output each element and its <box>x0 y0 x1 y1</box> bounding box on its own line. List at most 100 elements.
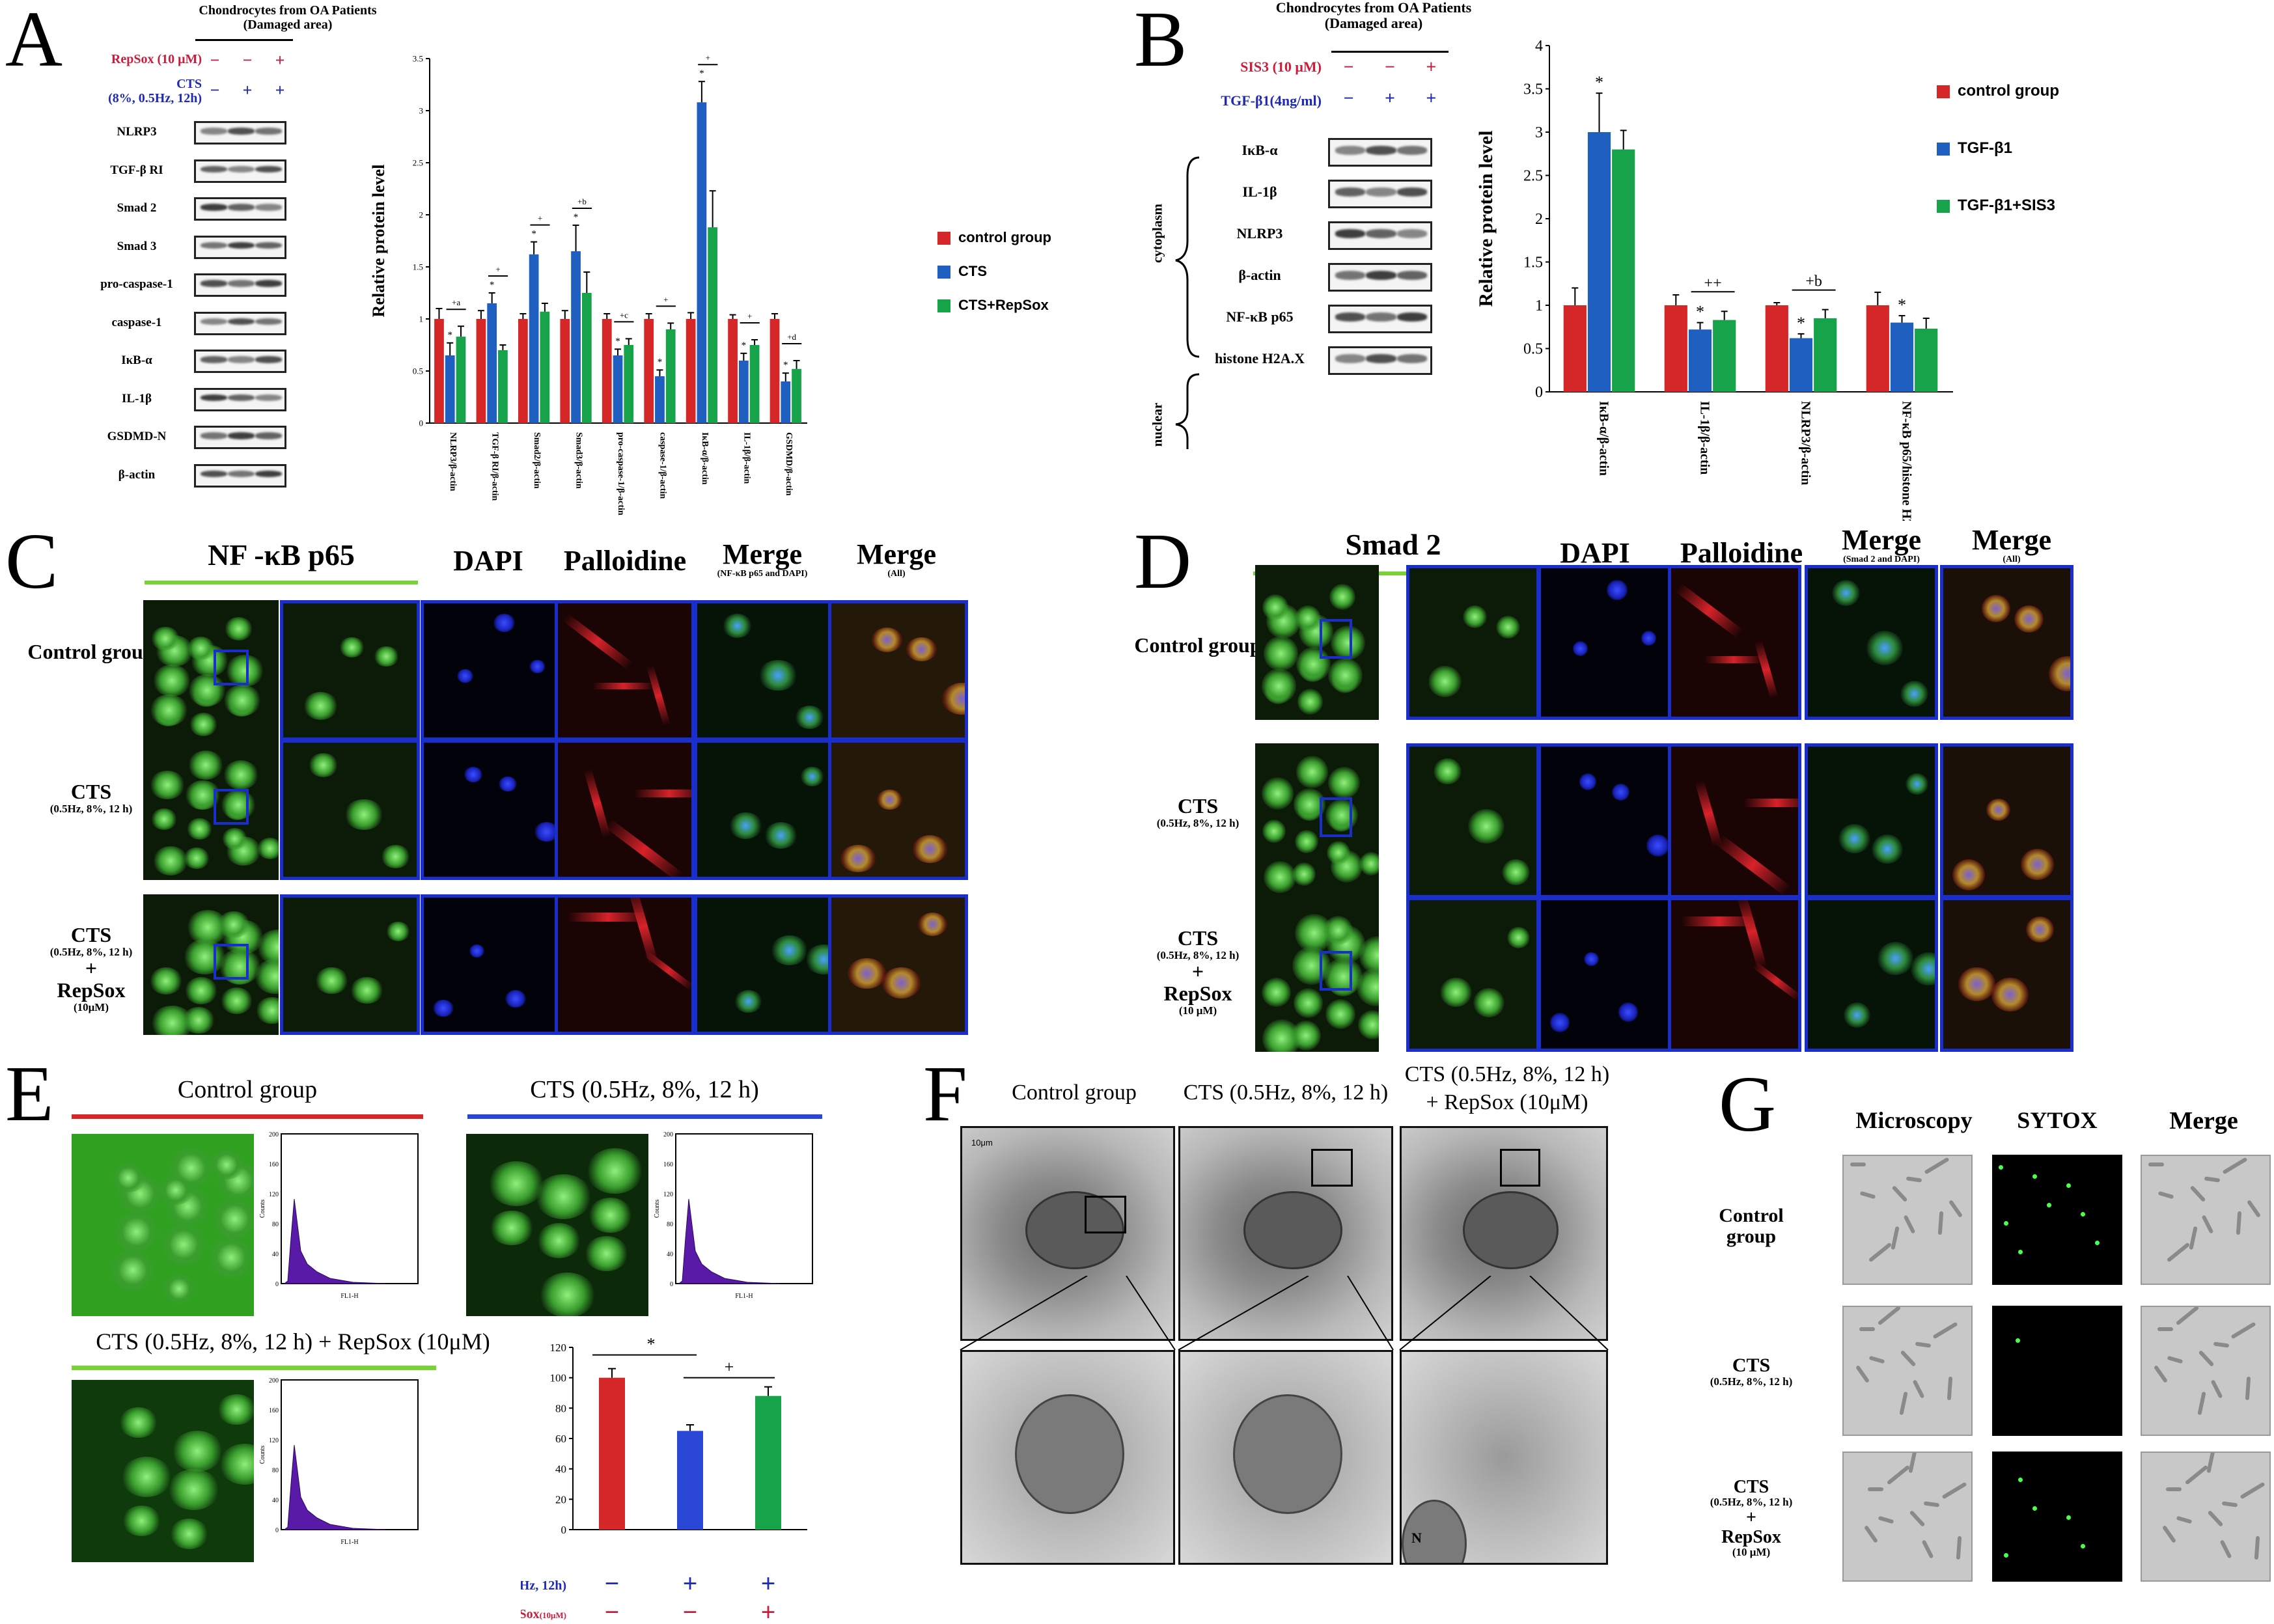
y-tick-label: 2 <box>419 210 424 219</box>
histogram-tick: 120 <box>269 1191 279 1198</box>
cell-streak <box>1899 1391 1909 1416</box>
cell-streak <box>1903 1215 1916 1234</box>
all-channel-image <box>828 894 968 1035</box>
cell-blob <box>257 838 279 860</box>
blot-band <box>1366 187 1396 197</box>
blot-label: caspase-1 <box>111 315 162 329</box>
cell-blob <box>186 637 215 661</box>
cell-blob <box>385 922 410 941</box>
cell-blob <box>537 1223 581 1258</box>
merge-blob <box>1900 681 1929 708</box>
cell-blob <box>488 1161 545 1207</box>
all-channel-image <box>1940 897 2073 1052</box>
cell-blob <box>586 1148 643 1194</box>
fluorescence-image <box>466 1134 648 1316</box>
significance-star: * <box>647 1335 656 1354</box>
fiber-blob <box>568 912 648 922</box>
cell-streak <box>1909 1509 1926 1528</box>
cell-streak <box>2210 1379 2223 1399</box>
fiber-blob <box>603 818 684 877</box>
nucleus-blob <box>1646 834 1668 857</box>
bar <box>1915 328 1938 392</box>
bar <box>677 1431 703 1530</box>
significance-star: * <box>699 68 704 79</box>
merge-all-blob <box>881 967 921 998</box>
sytox-image <box>1992 1306 2122 1436</box>
repsox-sign: + <box>761 1597 776 1621</box>
merge-blob <box>1878 941 1913 975</box>
cell-blob <box>1325 799 1358 832</box>
blue-rule <box>467 1114 822 1119</box>
category-label: IL-1β/β-actin <box>742 432 751 484</box>
cell-blob <box>1428 666 1462 697</box>
significance-mark: + <box>663 294 668 304</box>
y-tick-label: 100 <box>550 1372 567 1384</box>
blot-image <box>194 387 286 411</box>
blot-band <box>200 318 227 325</box>
bar <box>624 345 634 423</box>
blot-band <box>1397 271 1428 280</box>
legend-swatch <box>937 299 950 313</box>
cell-blob <box>1264 636 1299 671</box>
cell-blob <box>187 674 226 706</box>
c-row3-label: CTS (0.5Hz, 8%, 12 h) + RepSox (10μM) <box>49 923 133 1013</box>
histogram-tick: 160 <box>269 1161 279 1168</box>
panel-a-header: Chondrocytes from OA Patients (Damaged a… <box>199 3 377 32</box>
merge-blob <box>764 821 797 849</box>
cell-blob <box>206 1237 254 1278</box>
repsox-label: RepSox(10μM) <box>521 1607 566 1621</box>
cell-blob <box>1462 605 1487 628</box>
legend-swatch <box>1937 142 1950 156</box>
red-rule <box>72 1114 423 1119</box>
merge-blob <box>722 614 753 638</box>
cts-sign: + <box>683 1569 698 1598</box>
cell-blob <box>150 967 183 995</box>
cell-blob <box>1262 819 1286 843</box>
merge-blob <box>770 935 809 965</box>
cell-blob <box>1292 862 1316 887</box>
header-rule <box>1331 51 1449 53</box>
significance-mark: + <box>725 1358 734 1377</box>
bar <box>1563 305 1587 392</box>
significance-star: * <box>447 330 452 340</box>
blot-label: NLRP3 <box>117 125 157 139</box>
fiber-blob <box>1743 798 1798 808</box>
cell-streak <box>2167 1242 2191 1263</box>
zoom-line <box>1347 1276 1394 1351</box>
y-tick-label: 80 <box>555 1402 566 1414</box>
bar <box>697 102 707 423</box>
significance-star: * <box>531 229 536 240</box>
blot-label: GSDMD-N <box>107 430 167 443</box>
merge-image <box>2141 1155 2271 1285</box>
merge-blob <box>729 812 763 840</box>
bar <box>792 368 801 423</box>
nucleus-blob <box>1641 630 1657 646</box>
merge-all-blob <box>876 790 902 810</box>
cell-blob <box>225 655 264 687</box>
cell-blob <box>1261 668 1296 704</box>
g-row2-label: CTS (0.5Hz, 8%, 12 h) <box>1710 1355 1793 1388</box>
overview-image <box>1255 743 1379 898</box>
cell-blob <box>151 627 180 651</box>
bar <box>708 227 718 423</box>
cell-streak <box>1923 1157 1950 1175</box>
cell-blob <box>1507 927 1531 948</box>
cell-blob <box>339 637 365 657</box>
blot-image <box>194 159 286 183</box>
tem-detail <box>1400 1350 1608 1565</box>
blot-band <box>200 241 227 249</box>
significance-mark: + <box>538 213 542 223</box>
all-channel-image <box>1940 743 2073 898</box>
cell-blob <box>189 712 218 737</box>
cell-blob <box>219 1444 254 1485</box>
blot-image <box>1328 138 1432 167</box>
green-rule <box>145 581 418 585</box>
zoom-box <box>1319 619 1352 659</box>
d-row2-label: CTS (0.5Hz, 8%, 12 h) <box>1156 794 1240 829</box>
cell-streak <box>1924 1501 1940 1508</box>
fiber-blob <box>1704 655 1763 664</box>
cell-streak <box>2167 1356 2184 1364</box>
blot-label: IL-1β <box>1242 184 1277 200</box>
repsox-label-main: RepSox <box>521 1607 540 1621</box>
blot-label: IκB-α <box>121 353 152 367</box>
